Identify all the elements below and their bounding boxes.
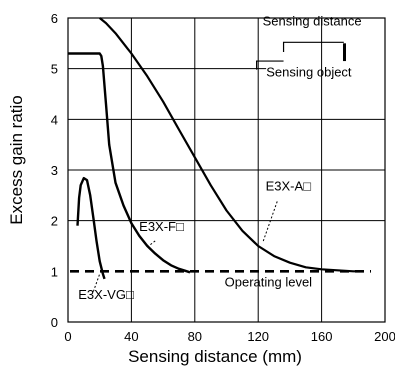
x-tick-label-120: 120 xyxy=(247,329,269,344)
y-tick-label-2: 2 xyxy=(51,214,58,229)
axes: 1 2 3 4 5 6 00 40 80 120 160 200 xyxy=(51,11,395,344)
y-tick-label-6: 6 xyxy=(51,11,58,26)
y-tick-label-5: 5 xyxy=(51,62,58,77)
y-axis-title: Excess gain ratio xyxy=(7,95,26,224)
series-line-0 xyxy=(99,17,362,273)
plot-frame xyxy=(67,17,386,323)
series-label-0-leader xyxy=(262,201,278,243)
x-tick-label-160: 160 xyxy=(311,329,333,344)
x-tick-label-0: 0 xyxy=(64,329,71,344)
series-line-1 xyxy=(68,52,191,274)
inset-diagram: Sensing distance Sensing object xyxy=(256,14,362,79)
inset-distance-bracket xyxy=(282,41,344,52)
y-tick-label-1: 1 xyxy=(51,264,58,279)
y-tick-label-4: 4 xyxy=(51,112,58,127)
series-label-1-leader xyxy=(146,240,156,248)
x-axis-title: Sensing distance (mm) xyxy=(128,347,302,366)
series-label-0: E3X-A□ xyxy=(266,178,312,193)
series: Operating level E3X-A□ E3X-F□ E3X-VG□ xyxy=(68,17,371,302)
y-tick-label-3: 3 xyxy=(51,163,58,178)
labels: Excess gain ratio Sensing distance (mm) xyxy=(7,95,302,366)
operating-level-label: Operating level xyxy=(225,275,313,290)
inset-top-label: Sensing distance xyxy=(263,14,362,29)
series-label-2-leader xyxy=(92,273,101,292)
inset-bottom-label: Sensing object xyxy=(266,64,352,79)
inset-sensing-object xyxy=(342,43,346,62)
series-label-1: E3X-F□ xyxy=(139,219,184,234)
series-line-2 xyxy=(76,176,106,280)
grid xyxy=(68,18,385,322)
x-tick-label-40: 40 xyxy=(124,329,138,344)
y-tick-label-0: 0 xyxy=(51,315,58,330)
x-tick-label-200: 200 xyxy=(374,329,395,344)
inset-emitter-bracket xyxy=(256,60,284,70)
x-tick-label-80: 80 xyxy=(188,329,202,344)
series-label-2: E3X-VG□ xyxy=(78,287,134,302)
